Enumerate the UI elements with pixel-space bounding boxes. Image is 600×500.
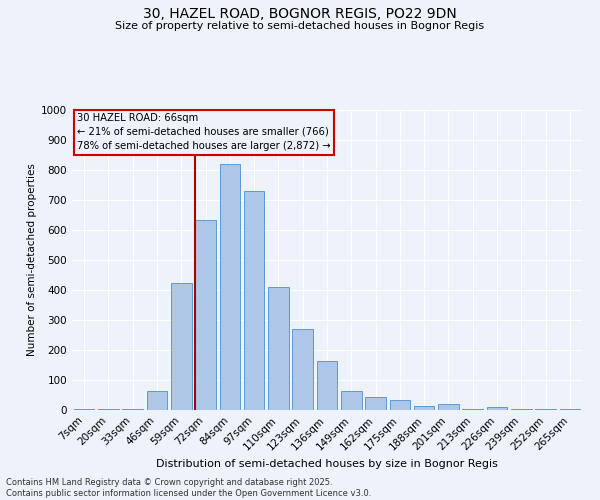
Bar: [341, 390, 362, 410]
Bar: [268, 287, 289, 410]
Text: 30 HAZEL ROAD: 66sqm
← 21% of semi-detached houses are smaller (766)
78% of semi: 30 HAZEL ROAD: 66sqm ← 21% of semi-detac…: [77, 113, 331, 151]
Bar: [171, 282, 191, 410]
Bar: [389, 400, 410, 410]
Bar: [560, 409, 580, 410]
Text: 30, HAZEL ROAD, BOGNOR REGIS, PO22 9DN: 30, HAZEL ROAD, BOGNOR REGIS, PO22 9DN: [143, 8, 457, 22]
Bar: [414, 406, 434, 410]
Bar: [463, 408, 483, 410]
Bar: [535, 409, 556, 410]
Bar: [122, 408, 143, 410]
Text: Size of property relative to semi-detached houses in Bognor Regis: Size of property relative to semi-detach…: [115, 21, 485, 31]
X-axis label: Distribution of semi-detached houses by size in Bognor Regis: Distribution of semi-detached houses by …: [156, 458, 498, 468]
Bar: [220, 164, 240, 410]
Y-axis label: Number of semi-detached properties: Number of semi-detached properties: [27, 164, 37, 356]
Bar: [365, 396, 386, 410]
Bar: [438, 404, 459, 410]
Bar: [244, 191, 265, 410]
Bar: [146, 390, 167, 410]
Bar: [74, 408, 94, 410]
Bar: [317, 360, 337, 410]
Bar: [98, 408, 119, 410]
Bar: [195, 220, 216, 410]
Bar: [511, 408, 532, 410]
Bar: [292, 329, 313, 410]
Text: Contains HM Land Registry data © Crown copyright and database right 2025.
Contai: Contains HM Land Registry data © Crown c…: [6, 478, 371, 498]
Bar: [487, 407, 508, 410]
